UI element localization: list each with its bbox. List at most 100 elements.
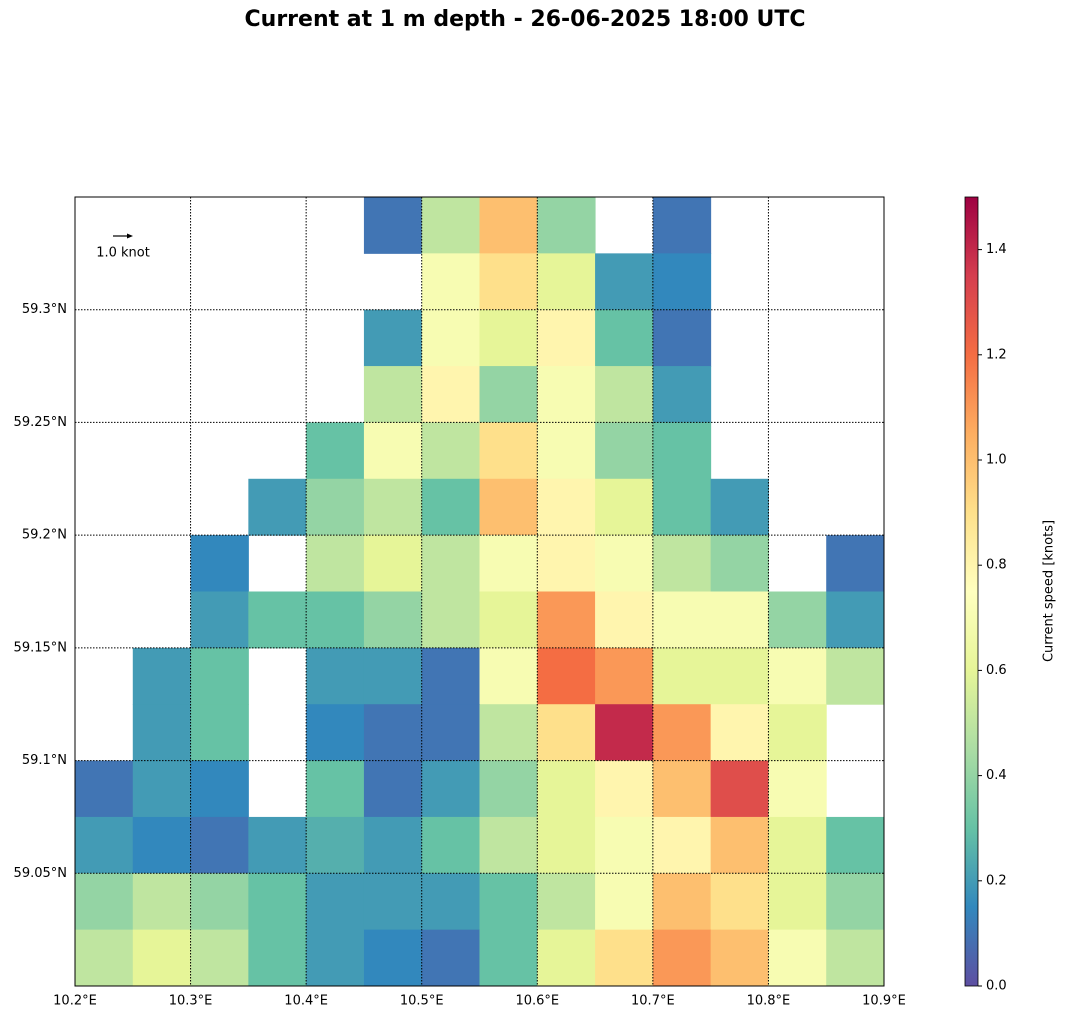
speed-cell (652, 366, 712, 423)
speed-cell (537, 760, 596, 818)
speed-cell (75, 929, 134, 986)
speed-cell (479, 929, 538, 986)
speed-cell (190, 704, 249, 762)
speed-cell (306, 422, 365, 480)
speed-cell (537, 647, 596, 705)
speed-cell (306, 816, 365, 874)
speed-cell (595, 535, 654, 592)
speed-cell (363, 647, 423, 705)
speed-cell (537, 873, 596, 931)
speed-cell (132, 647, 192, 705)
speed-cell (363, 478, 423, 536)
speed-cell (479, 535, 538, 592)
speed-cell (652, 478, 712, 536)
field (75, 197, 884, 986)
speed-cell (595, 366, 654, 423)
speed-cell (652, 535, 712, 592)
speed-cell (826, 929, 884, 986)
x-tick-label: 10.2°E (53, 994, 97, 1009)
speed-cell (537, 309, 596, 367)
speed-cell (537, 422, 596, 480)
colorbar-label: Current speed [knots] (1042, 520, 1057, 662)
speed-cell (306, 647, 365, 705)
x-tick-label: 10.9°E (862, 994, 906, 1009)
speed-cell (537, 253, 596, 311)
speed-cell (595, 647, 654, 705)
speed-cell (421, 760, 480, 818)
speed-cell (537, 197, 596, 254)
speed-cell (652, 309, 712, 367)
speed-cell (595, 873, 654, 931)
speed-cell (421, 366, 480, 423)
speed-cell (190, 760, 249, 818)
speed-cell (363, 422, 423, 480)
y-tick-label: 59.05°N (14, 866, 67, 881)
plot-frame (74, 196, 885, 987)
speed-cell (363, 197, 423, 254)
speed-cell (306, 591, 365, 649)
speed-cell (479, 366, 538, 423)
speed-cell (363, 591, 423, 649)
speed-cell (710, 929, 769, 986)
speed-cell (537, 535, 596, 592)
speed-cell (537, 929, 596, 986)
speed-cell (421, 647, 480, 705)
speed-cell (479, 873, 538, 931)
speed-cell (595, 422, 654, 480)
x-tick-label: 10.6°E (515, 994, 559, 1009)
speed-cell (75, 760, 134, 818)
speed-cell (652, 253, 712, 311)
colorbar-tick-label: 0.6 (986, 663, 1007, 678)
speed-cell (710, 535, 769, 592)
speed-cell (768, 591, 827, 649)
speed-cell (190, 647, 249, 705)
speed-cell (595, 760, 654, 818)
x-tick-label: 10.7°E (631, 994, 675, 1009)
speed-cell (768, 760, 827, 818)
speed-cell (537, 478, 596, 536)
speed-cell (826, 816, 884, 874)
speed-cell (710, 647, 769, 705)
speed-cell (710, 704, 769, 762)
speed-cell (652, 422, 712, 480)
speed-cell (248, 591, 307, 649)
speed-cell (652, 704, 712, 762)
speed-cell (75, 873, 134, 931)
speed-cell (363, 929, 423, 986)
speed-cell (421, 309, 480, 367)
speed-cell (595, 816, 654, 874)
speed-cell (421, 704, 480, 762)
speed-cell (537, 591, 596, 649)
speed-cell (190, 929, 249, 986)
speed-cell (826, 647, 884, 705)
y-tick-label: 59.15°N (14, 640, 67, 655)
speed-cell (132, 816, 192, 874)
speed-cell (710, 816, 769, 874)
speed-cell (652, 760, 712, 818)
speed-cell (479, 197, 538, 254)
speed-cell (768, 647, 827, 705)
speed-cell (768, 929, 827, 986)
speed-cell (537, 366, 596, 423)
colorbar-tick-label: 1.4 (986, 242, 1007, 257)
speed-cell (132, 929, 192, 986)
speed-cell (652, 591, 712, 649)
speed-cell (595, 253, 654, 311)
speed-cell (710, 760, 769, 818)
x-tick-label: 10.5°E (400, 994, 444, 1009)
speed-cell (363, 366, 423, 423)
colorbar-tick-label: 1.0 (986, 453, 1007, 468)
speed-cell (248, 929, 307, 986)
speed-cell (421, 422, 480, 480)
speed-cell (306, 535, 365, 592)
speed-cell (248, 816, 307, 874)
y-tick-label: 59.3°N (22, 302, 67, 317)
speed-cell (75, 816, 134, 874)
speed-cell (363, 816, 423, 874)
speed-cell (421, 873, 480, 931)
speed-cell (306, 478, 365, 536)
speed-cell (421, 929, 480, 986)
speed-cell (710, 478, 769, 536)
speed-cell (363, 760, 423, 818)
